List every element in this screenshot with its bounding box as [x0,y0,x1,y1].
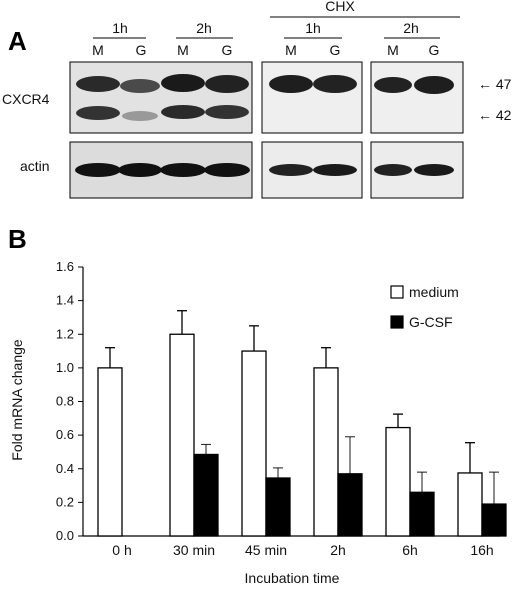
lane-label: M [387,42,399,58]
bar-medium [385,426,411,537]
group-time-label: 1h [305,20,321,36]
y-tick-label: 1.6 [56,259,74,274]
marker-47: ← 47 [478,76,512,92]
y-ticks: 0.0 0.2 0.4 0.6 0.8 1.0 1.2 1.4 1.6 [56,259,83,543]
cxcr4-blot-box-2 [261,61,363,134]
y-tick-label: 1.4 [56,293,74,308]
x-ticks: 0 h 30 min 45 min 2h 6h 16h [112,542,493,558]
y-tick-label: 0.4 [56,461,74,476]
legend-swatch-gcsf [390,315,404,329]
row-label-cxcr4: CXCR4 [2,91,50,107]
panel-b-letter: B [8,224,27,254]
y-tick-label: 0.2 [56,494,74,509]
y-tick-label: 1.2 [56,326,74,341]
bar-gcsf [193,453,219,537]
lane-label: M [285,42,297,58]
legend-label-gcsf: G-CSF [409,314,453,330]
lane-label: M [92,42,104,58]
bar-gcsf [481,503,507,537]
group-time-label: 2h [196,20,212,36]
bar-medium [457,472,483,537]
chx-label: CHX [325,0,355,14]
row-label-actin: actin [20,158,50,174]
bar-gcsf [265,477,291,537]
marker-42: ← 42 [478,107,512,123]
bar-gcsf [337,473,363,537]
actin-blot-box-1 [69,141,253,199]
y-tick-label: 1.0 [56,360,74,375]
x-tick-label: 30 min [173,542,215,558]
lane-label: G [136,42,147,58]
x-tick-label: 45 min [245,542,287,558]
x-tick-label: 2h [330,542,346,558]
lane-label: M [177,42,189,58]
x-tick-label: 0 h [112,542,131,558]
legend: medium G-CSF [390,284,459,330]
y-tick-label: 0.0 [56,528,74,543]
bar-medium [97,367,123,537]
bar-medium [169,333,195,537]
bar-medium [241,350,267,537]
y-tick-label: 0.6 [56,427,74,442]
cxcr4-blot-box-1 [69,61,253,134]
cxcr4-blot-box-3 [370,61,464,134]
bar-medium [313,367,339,537]
actin-blot-box-2 [261,141,363,199]
panel-a-letter: A [8,26,27,56]
lane-label: G [222,42,233,58]
x-tick-label: 6h [402,542,418,558]
bars [97,310,507,537]
lane-label: G [429,42,440,58]
legend-label-medium: medium [409,284,459,300]
y-tick-label: 0.8 [56,394,74,409]
legend-swatch-medium [390,285,404,299]
bar-gcsf [409,491,435,537]
y-axis-label: Fold mRNA change [9,339,25,461]
x-tick-label: 16h [470,542,493,558]
group-time-label: 2h [403,20,419,36]
lane-label: G [330,42,341,58]
x-axis-label: Incubation time [245,570,340,586]
group-time-label: 1h [112,20,128,36]
actin-blot-box-3 [370,141,464,199]
